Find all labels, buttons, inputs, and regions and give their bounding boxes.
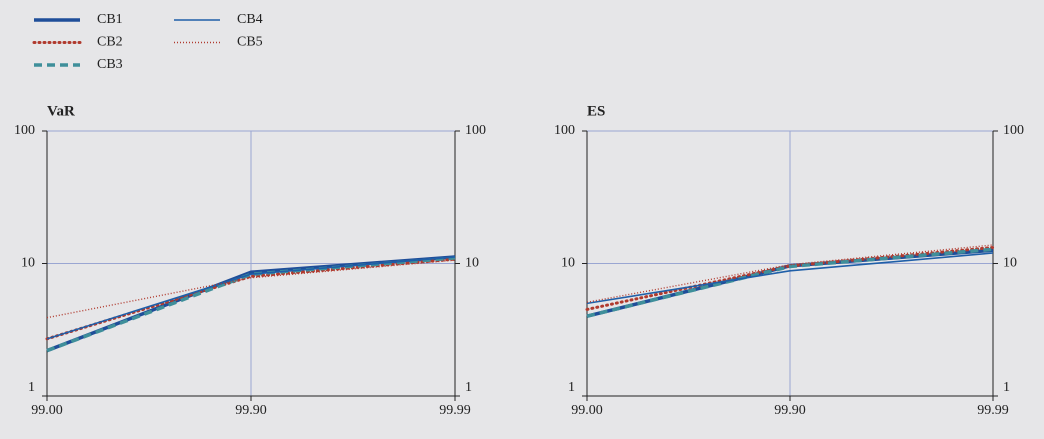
y-tick-label: 100 [14,123,35,138]
chart-title: ES [587,103,605,119]
y-tick-label: 1 [568,380,575,395]
y2-tick-label: 1 [1003,380,1010,395]
y-tick-label: 1 [28,380,35,395]
x-tick-label: 99.99 [977,403,1009,418]
series-line [586,252,994,305]
series-line [46,256,456,340]
series-line [46,259,456,319]
x-tick-label: 99.90 [774,403,806,418]
y2-tick-label: 10 [465,256,479,271]
x-tick-label: 99.00 [31,403,63,418]
series-line [586,247,994,318]
y-tick-label: 10 [21,256,35,271]
y2-tick-label: 1 [465,380,472,395]
legend-label: CB4 [237,12,263,27]
x-tick-label: 99.99 [439,403,471,418]
x-tick-label: 99.00 [571,403,603,418]
y-tick-label: 100 [554,123,575,138]
series-line [586,244,994,303]
legend-label: CB5 [237,35,263,50]
legend-label: CB3 [97,57,123,72]
y2-tick-label: 10 [1003,256,1017,271]
y-tick-label: 10 [561,256,575,271]
y2-tick-label: 100 [1003,123,1024,138]
y2-tick-label: 100 [465,123,486,138]
chart-title: VaR [47,103,75,119]
legend-label: CB2 [97,35,123,50]
x-tick-label: 99.90 [235,403,267,418]
legend-label: CB1 [97,12,123,27]
